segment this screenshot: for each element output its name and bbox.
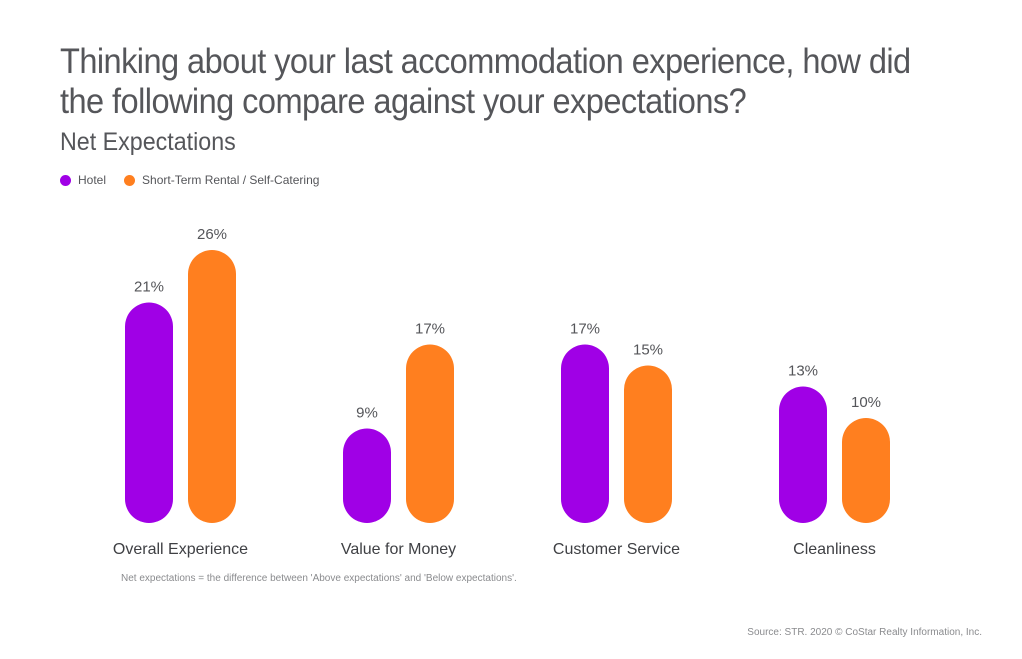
bar-rental-1	[406, 344, 454, 523]
bar-value-label-hotel-0: 21%	[134, 279, 164, 296]
chart-title: Thinking about your last accommodation e…	[60, 42, 911, 121]
category-label-1: Value for Money	[341, 541, 456, 558]
chart-source: Source: STR. 2020 © CoStar Realty Inform…	[747, 627, 982, 638]
bar-hotel-3	[779, 386, 827, 523]
bar-rental-0	[188, 250, 236, 523]
legend-swatch-hotel	[60, 174, 71, 186]
bar-value-label-rental-0: 26%	[197, 226, 227, 243]
category-label-2: Customer Service	[553, 541, 680, 558]
bar-value-label-hotel-3: 13%	[788, 363, 818, 380]
bar-value-label-hotel-1: 9%	[356, 405, 378, 422]
bar-value-label-rental-2: 15%	[633, 342, 663, 359]
bar-value-label-rental-1: 17%	[415, 321, 445, 338]
category-label-3: Cleanliness	[793, 541, 876, 558]
chart-subtitle: Net Expectations	[60, 128, 236, 156]
bar-hotel-0	[125, 302, 173, 523]
bar-value-label-hotel-2: 17%	[570, 321, 600, 338]
bar-rental-2	[624, 365, 672, 523]
legend-item-rental: Short-Term Rental / Self-Catering	[124, 173, 319, 187]
category-label-0: Overall Experience	[113, 541, 248, 558]
bar-hotel-2	[561, 344, 609, 523]
bar-rental-3	[842, 418, 890, 523]
legend: Hotel Short-Term Rental / Self-Catering	[60, 173, 337, 187]
bar-value-label-rental-3: 10%	[851, 394, 881, 411]
legend-label-rental: Short-Term Rental / Self-Catering	[142, 173, 320, 187]
legend-label-hotel: Hotel	[78, 173, 107, 187]
legend-swatch-rental	[124, 174, 136, 186]
legend-item-hotel: Hotel	[60, 173, 106, 187]
chart-note: Net expectations = the difference betwee…	[121, 573, 517, 584]
bar-hotel-1	[343, 428, 391, 523]
